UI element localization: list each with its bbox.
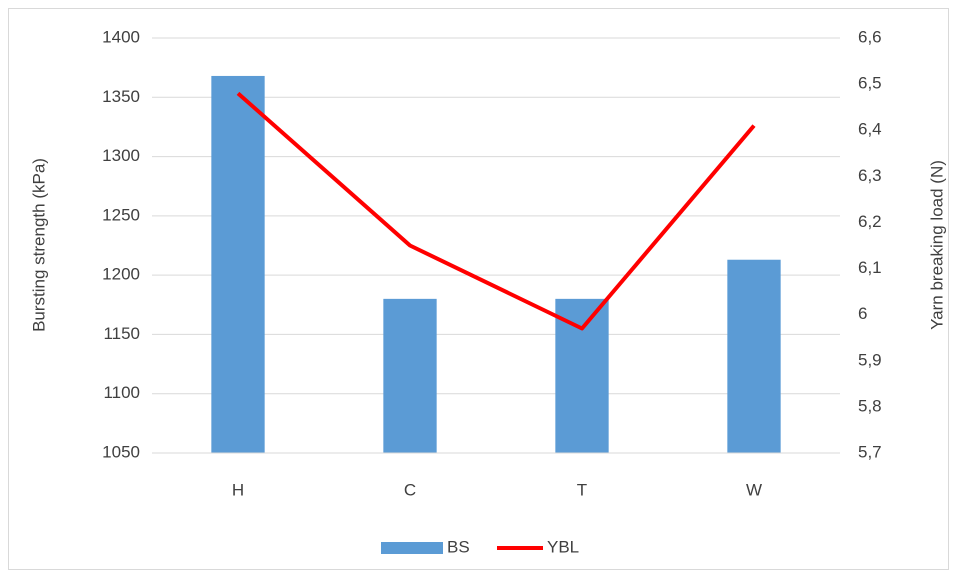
- y2-axis-label: Yarn breaking load (N): [927, 160, 946, 330]
- y2-tick-label: 6,5: [858, 74, 882, 93]
- y-tick-label: 1350: [102, 87, 140, 106]
- bar: [727, 259, 781, 453]
- chart-border: [8, 8, 949, 570]
- legend-label: BS: [447, 537, 470, 556]
- y2-tick-label: 5,9: [858, 350, 882, 369]
- bar: [211, 75, 265, 453]
- x-tick-label: H: [232, 480, 244, 499]
- y-axis-label: Bursting strength (kPa): [29, 158, 48, 332]
- y2-tick-label: 6,3: [858, 166, 882, 185]
- y-tick-label: 1150: [103, 324, 140, 343]
- legend-label: YBL: [547, 537, 579, 556]
- y2-tick-label: 5,8: [858, 396, 882, 415]
- y-tick-label: 1050: [102, 442, 140, 461]
- y-tick-label: 1200: [102, 265, 140, 284]
- y-tick-label: 1250: [102, 205, 140, 224]
- y2-tick-label: 6: [858, 304, 867, 323]
- y-tick-label: 1100: [103, 383, 140, 402]
- y-tick-label: 1400: [102, 27, 140, 46]
- y2-tick-label: 6,4: [858, 120, 882, 139]
- legend-swatch: [381, 542, 443, 554]
- x-tick-label: W: [746, 480, 762, 499]
- y-tick-label: 1300: [102, 146, 140, 165]
- x-tick-label: C: [404, 480, 416, 499]
- y2-tick-label: 6,6: [858, 27, 882, 46]
- y2-tick-label: 6,1: [858, 258, 882, 277]
- y2-tick-label: 6,2: [858, 212, 882, 231]
- line: [236, 91, 756, 331]
- x-tick-label: T: [577, 480, 587, 499]
- y2-tick-label: 5,7: [858, 442, 882, 461]
- bar: [555, 298, 609, 453]
- bar: [383, 298, 437, 453]
